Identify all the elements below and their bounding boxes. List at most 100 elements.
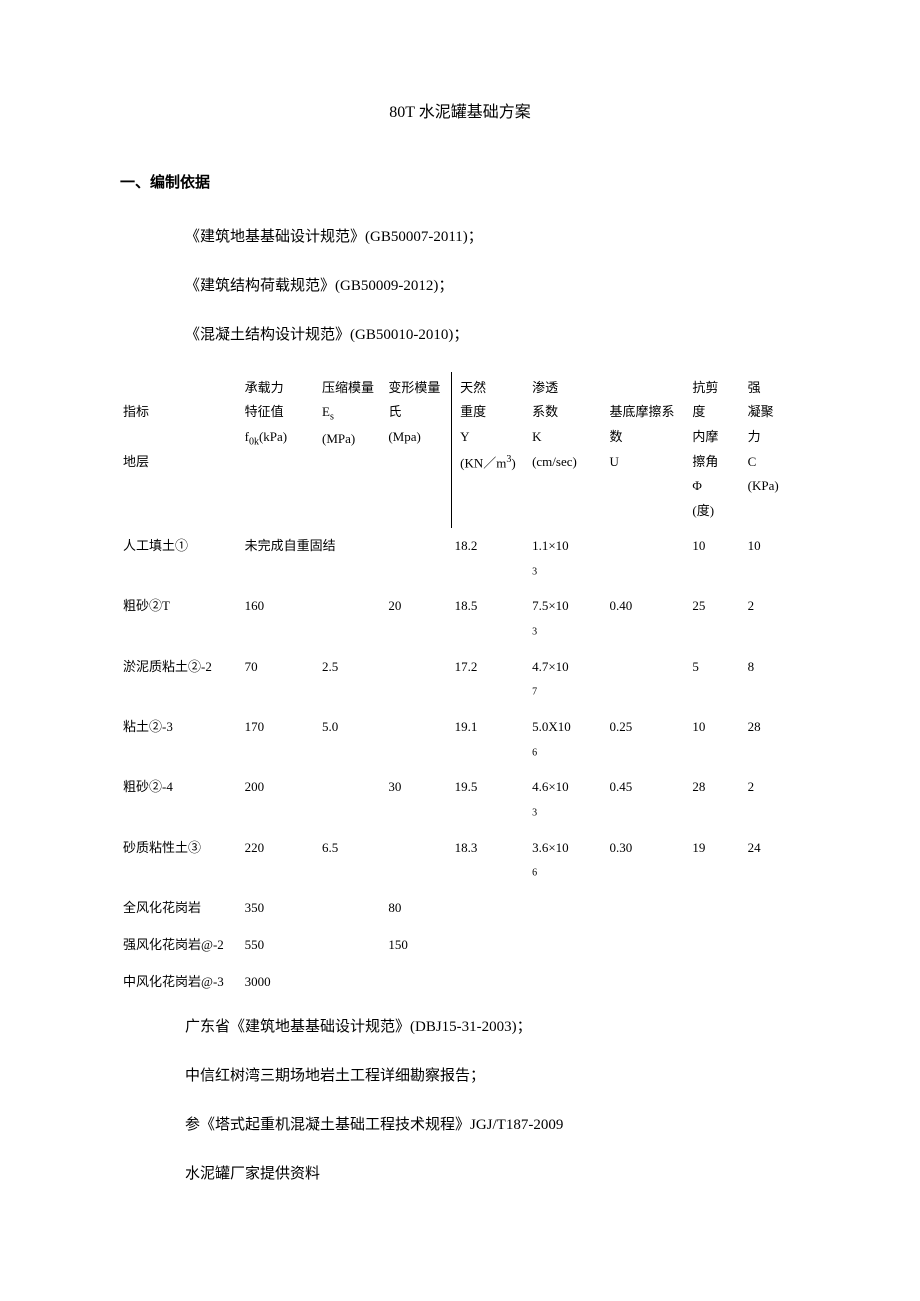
- cell-weight: 19.5: [452, 769, 529, 829]
- header-label: 指标 地层: [120, 372, 242, 528]
- row-label: 中风化花岗岩@-3: [120, 964, 242, 1001]
- cell-weight: 18.5: [452, 588, 529, 648]
- cell-compression: [319, 588, 385, 648]
- row-label: 粗砂②T: [120, 588, 242, 648]
- cell-permeability: 7.5×103: [529, 588, 606, 648]
- cell-friction: [606, 528, 689, 588]
- cell-deformation: [385, 830, 451, 890]
- cell-friction: [606, 927, 689, 964]
- cell-shear: 10: [689, 528, 744, 588]
- cell-shear: [689, 927, 744, 964]
- table-row: 人工填土①未完成自重固结18.21.1×1031010: [120, 528, 800, 588]
- row-label: 砂质粘性土③: [120, 830, 242, 890]
- cell-friction: [606, 649, 689, 709]
- cell-weight: 18.3: [452, 830, 529, 890]
- cell-shear: 19: [689, 830, 744, 890]
- table-row: 强风化花岗岩@-2550 150: [120, 927, 800, 964]
- cell-compression: [319, 769, 385, 829]
- row-label: 全风化花岗岩: [120, 890, 242, 927]
- cell-shear: [689, 890, 744, 927]
- cell-deformation: 80: [385, 890, 451, 927]
- row-label: 淤泥质粘土②-2: [120, 649, 242, 709]
- cell-weight: 18.2: [452, 528, 529, 588]
- table-row: 淤泥质粘土②-2702.517.24.7×10758: [120, 649, 800, 709]
- cell-shear: 5: [689, 649, 744, 709]
- table-row: 粘土②-31705.019.15.0X1060.251028: [120, 709, 800, 769]
- table-header-row: 指标 地层 承载力 特征值 f0k(kPa) 压缩模量 Es (MPa) 变形模…: [120, 372, 800, 528]
- cell-compression: 6.5: [319, 830, 385, 890]
- cell-deformation: 20: [385, 588, 451, 648]
- cell-deformation: 150: [385, 927, 451, 964]
- cell-permeability: [529, 890, 606, 927]
- cell-shear: 28: [689, 769, 744, 829]
- reference-line: 《建筑地基基础设计规范》(GB50007-2011)；: [185, 225, 800, 249]
- cell-friction: 0.45: [606, 769, 689, 829]
- cell-deformation: [385, 649, 451, 709]
- header-permeability: 渗透 系数 K (cm/sec): [529, 372, 606, 528]
- cell-permeability: [529, 964, 606, 1001]
- cell-weight: [452, 964, 529, 1001]
- header-bearing: 承载力 特征值 f0k(kPa): [242, 372, 319, 528]
- cell-shear: 10: [689, 709, 744, 769]
- cell-permeability: 4.7×107: [529, 649, 606, 709]
- reference-line: 水泥罐厂家提供资料: [185, 1162, 800, 1186]
- cell-cohesion: [745, 927, 800, 964]
- cell-compression: [319, 964, 385, 1001]
- cell-weight: [452, 927, 529, 964]
- cell-friction: [606, 890, 689, 927]
- header-shear: 抗剪度 内摩 擦角 Φ (度): [689, 372, 744, 528]
- cell-bearing: 550: [242, 927, 319, 964]
- table-row: 全风化花岗岩350 80: [120, 890, 800, 927]
- cell-bearing: 未完成自重固结: [242, 528, 452, 588]
- cell-permeability: 1.1×103: [529, 528, 606, 588]
- header-deformation: 变形模量 氏 (Mpa): [385, 372, 451, 528]
- cell-permeability: 3.6×106: [529, 830, 606, 890]
- header-compression: 压缩模量 Es (MPa): [319, 372, 385, 528]
- cell-friction: [606, 964, 689, 1001]
- cell-friction: 0.25: [606, 709, 689, 769]
- row-label: 强风化花岗岩@-2: [120, 927, 242, 964]
- table-row: 粗砂②-42003019.54.6×1030.45282: [120, 769, 800, 829]
- cell-friction: 0.30: [606, 830, 689, 890]
- row-label: 粗砂②-4: [120, 769, 242, 829]
- cell-shear: [689, 964, 744, 1001]
- cell-cohesion: 2: [745, 588, 800, 648]
- cell-bearing: 160: [242, 588, 319, 648]
- header-weight: 天然 重度 Y (KN／m3): [452, 372, 529, 528]
- cell-bearing: 3000: [242, 964, 319, 1001]
- document-title: 80T 水泥罐基础方案: [120, 100, 800, 126]
- reference-line: 《建筑结构荷载规范》(GB50009-2012)；: [185, 274, 800, 298]
- cell-bearing: 220: [242, 830, 319, 890]
- cell-shear: 25: [689, 588, 744, 648]
- section-header: 一、编制依据: [120, 171, 800, 195]
- table-row: 砂质粘性土③2206.518.33.6×1060.301924: [120, 830, 800, 890]
- reference-line: 参《塔式起重机混凝土基础工程技术规程》JGJ/T187-2009: [185, 1113, 800, 1137]
- cell-friction: 0.40: [606, 588, 689, 648]
- table-row: 粗砂②T160 2018.57.5×1030.40252: [120, 588, 800, 648]
- table-row: 中风化花岗岩@-33000: [120, 964, 800, 1001]
- cell-bearing: 170: [242, 709, 319, 769]
- cell-compression: 5.0: [319, 709, 385, 769]
- cell-permeability: [529, 927, 606, 964]
- cell-weight: [452, 890, 529, 927]
- row-label: 粘土②-3: [120, 709, 242, 769]
- soil-properties-table: 指标 地层 承载力 特征值 f0k(kPa) 压缩模量 Es (MPa) 变形模…: [120, 372, 800, 1001]
- cell-deformation: [385, 709, 451, 769]
- cell-weight: 17.2: [452, 649, 529, 709]
- header-friction: 基底摩擦系数 U: [606, 372, 689, 528]
- cell-compression: 2.5: [319, 649, 385, 709]
- cell-cohesion: 8: [745, 649, 800, 709]
- reference-line: 广东省《建筑地基基础设计规范》(DBJ15-31-2003)；: [185, 1015, 800, 1039]
- cell-weight: 19.1: [452, 709, 529, 769]
- cell-permeability: 5.0X106: [529, 709, 606, 769]
- cell-compression: [319, 927, 385, 964]
- cell-bearing: 350: [242, 890, 319, 927]
- cell-bearing: 200: [242, 769, 319, 829]
- cell-deformation: 30: [385, 769, 451, 829]
- cell-permeability: 4.6×103: [529, 769, 606, 829]
- reference-line: 《混凝土结构设计规范》(GB50010-2010)；: [185, 323, 800, 347]
- cell-cohesion: [745, 890, 800, 927]
- header-cohesion: 强 凝聚 力 C (KPa): [745, 372, 800, 528]
- cell-deformation: [385, 964, 451, 1001]
- row-label: 人工填土①: [120, 528, 242, 588]
